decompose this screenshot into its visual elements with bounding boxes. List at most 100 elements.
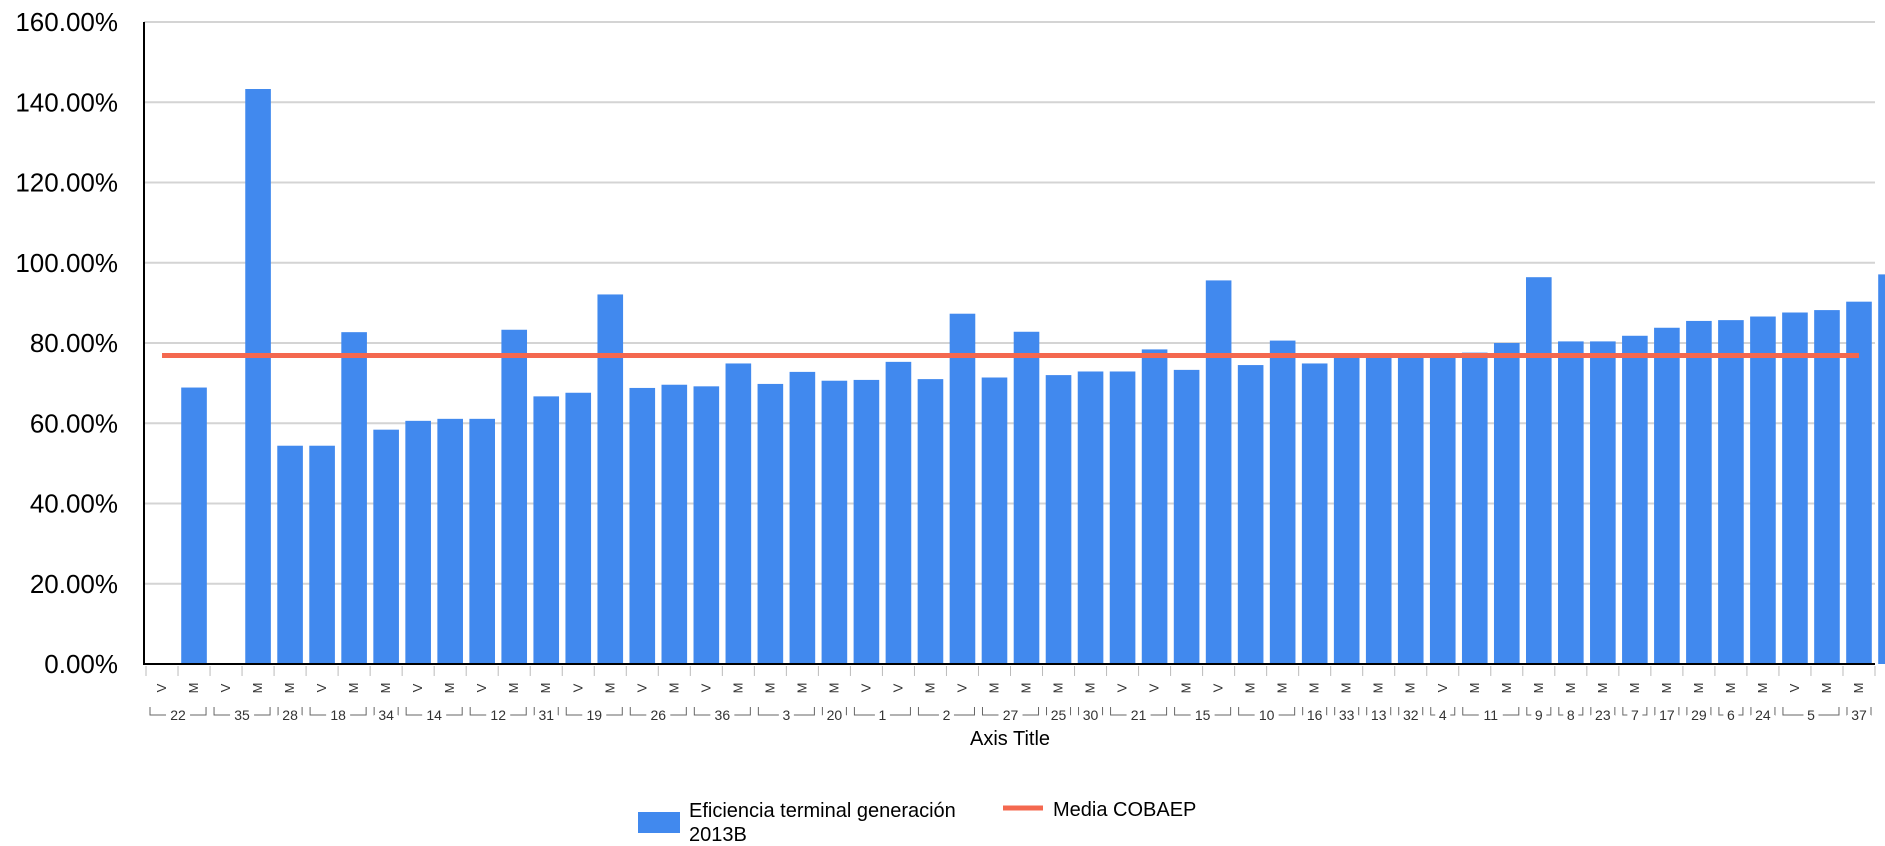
x-group-label: 3	[782, 707, 790, 723]
bar	[1461, 352, 1488, 664]
x-group-label: 9	[1535, 707, 1543, 723]
bar	[981, 377, 1008, 664]
x-group-bracket	[510, 707, 527, 716]
x-group-label: 2	[943, 707, 951, 723]
bar	[565, 392, 592, 664]
x-group-bracket	[1642, 707, 1648, 716]
x-group-label: 8	[1567, 707, 1575, 723]
x-category-label: V	[890, 683, 905, 692]
x-group-label: 31	[538, 707, 554, 723]
x-category-label: V	[314, 683, 329, 692]
x-group-bracket	[446, 707, 463, 716]
x-group-label: 26	[651, 707, 667, 723]
bar	[1109, 371, 1136, 664]
x-category-label: M	[378, 683, 393, 694]
x-category-label: M	[1595, 683, 1610, 694]
y-tick-label: 80.00%	[30, 328, 118, 358]
bar	[597, 294, 624, 664]
x-group-bracket	[350, 707, 367, 716]
y-tick-label: 20.00%	[30, 569, 118, 599]
x-category-label: M	[1243, 683, 1258, 694]
x-category-label: M	[1499, 683, 1514, 694]
x-category-label: M	[922, 683, 937, 694]
x-category-label: V	[634, 683, 649, 692]
x-group-bracket	[917, 707, 939, 716]
bar	[1205, 280, 1232, 664]
bar	[725, 363, 752, 664]
x-group-bracket	[1578, 707, 1584, 716]
bar	[1782, 312, 1808, 664]
x-category-label: M	[1307, 683, 1322, 694]
x-category-label: M	[1723, 683, 1738, 694]
x-category-label: M	[666, 683, 681, 694]
bar	[245, 89, 271, 665]
x-category-label: M	[1051, 683, 1066, 694]
x-group-label: 23	[1595, 707, 1611, 723]
bar	[885, 361, 912, 664]
x-group-bracket	[1278, 707, 1296, 716]
x-group-label: 1	[879, 707, 887, 723]
x-group-bracket	[981, 707, 999, 716]
y-tick-label: 100.00%	[15, 248, 118, 278]
x-category-label: M	[1019, 683, 1034, 694]
x-group-label: 12	[490, 707, 506, 723]
x-group-bracket	[629, 707, 647, 716]
x-category-label: M	[1467, 683, 1482, 694]
gridlines	[144, 21, 1875, 585]
x-group-bracket	[1502, 707, 1520, 716]
y-tick-label: 0.00%	[44, 649, 118, 679]
x-group-label: 10	[1259, 707, 1275, 723]
x-group-bracket	[606, 707, 623, 716]
x-group-label: 32	[1403, 707, 1419, 723]
x-group-bracket	[149, 707, 167, 716]
x-group-label: 15	[1195, 707, 1211, 723]
x-group-label: 35	[234, 707, 250, 723]
x-group-bracket	[1718, 707, 1724, 716]
x-category-label: M	[1531, 683, 1546, 694]
bar	[1173, 369, 1200, 664]
x-group-label: 28	[282, 707, 298, 723]
x-group-bracket	[565, 707, 583, 716]
x-group-bracket	[1558, 707, 1564, 716]
x-category-label: M	[1691, 683, 1706, 694]
x-category-label: M	[186, 683, 201, 694]
x-group-bracket	[757, 707, 779, 716]
bar	[469, 418, 496, 664]
x-group-bracket	[953, 707, 975, 716]
x-group-bracket	[1450, 707, 1456, 716]
bar	[1077, 371, 1104, 664]
x-group-bracket	[734, 707, 751, 716]
bar	[789, 371, 816, 664]
x-group-label: 21	[1131, 707, 1147, 723]
x-category-label: V	[410, 683, 425, 692]
x-group-label: 17	[1659, 707, 1675, 723]
bar-series	[181, 89, 1885, 665]
x-group-bracket	[889, 707, 911, 716]
x-group-label: 34	[378, 707, 394, 723]
bar	[1429, 355, 1456, 664]
bar	[949, 313, 976, 664]
y-tick-label: 160.00%	[15, 7, 118, 37]
y-tick-label: 60.00%	[30, 408, 118, 438]
x-category-label: M	[538, 683, 553, 694]
x-group-bracket	[405, 707, 423, 716]
x-category-label: M	[250, 683, 265, 694]
x-group-label: 33	[1339, 707, 1355, 723]
x-group-label: 29	[1691, 707, 1707, 723]
bar	[437, 418, 463, 664]
x-group-label: 13	[1371, 707, 1387, 723]
bar	[1878, 274, 1885, 664]
axes	[143, 22, 1875, 665]
bar	[1269, 340, 1296, 664]
x-group-bracket	[1738, 707, 1744, 716]
x-category-label: V	[474, 683, 489, 692]
y-tick-label: 140.00%	[15, 87, 118, 117]
x-group-label: 5	[1807, 707, 1815, 723]
x-group-bracket	[1782, 707, 1804, 716]
x-category-label: M	[1275, 683, 1290, 694]
x-category-label: M	[1371, 683, 1386, 694]
x-category-label: M	[442, 683, 457, 694]
bar	[821, 380, 848, 664]
